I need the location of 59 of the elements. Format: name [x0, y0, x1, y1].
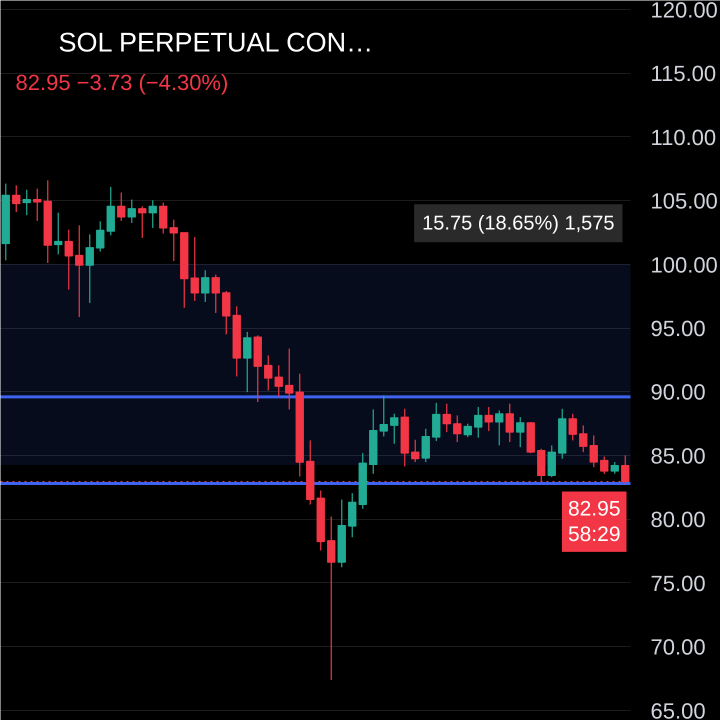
candlestick [170, 219, 178, 262]
y-tick-label: 65.00 [650, 698, 706, 720]
candlestick [516, 416, 524, 448]
candlestick [568, 413, 577, 441]
candlestick [274, 364, 283, 398]
candlestick [33, 188, 42, 222]
candlestick [390, 413, 398, 444]
candlestick [590, 434, 598, 468]
candlestick [610, 461, 619, 474]
y-tick-label: 70.00 [650, 634, 706, 660]
candlestick [222, 290, 230, 335]
candlestick [128, 198, 136, 224]
candlestick [86, 234, 94, 304]
candlestick [464, 423, 472, 438]
candlestick [484, 406, 493, 432]
candlestick [422, 428, 430, 463]
candlestick [442, 403, 451, 433]
candlestick [264, 354, 272, 392]
candlestick [285, 348, 294, 410]
candlestick [506, 403, 514, 443]
candlestick [12, 184, 20, 213]
y-tick-label: 75.00 [650, 570, 706, 596]
ref-line-label: 82.95 58:29 [568, 498, 621, 546]
y-tick-label: 100.00 [650, 252, 718, 278]
candlestick [96, 220, 104, 252]
candlestick [117, 192, 126, 222]
band-label: 15.75 (18.65%) 1,575 [422, 212, 615, 234]
candlestick [495, 410, 504, 446]
y-tick-label: 95.00 [650, 316, 706, 342]
candlestick [75, 224, 84, 318]
candlestick [22, 189, 31, 216]
y-tick-label: 80.00 [650, 507, 706, 532]
candlestick [453, 414, 462, 443]
text: SOL PERPETUAL CON… [58, 28, 374, 58]
candlestick [159, 202, 168, 234]
y-tick-label: 120.00 [650, 0, 718, 22]
candlestick [411, 439, 420, 463]
candlestick [201, 270, 210, 303]
y-tick-label: 85.00 [650, 443, 706, 468]
candlestick [148, 200, 157, 229]
text: 82.95 −3.73 (−4.30%) [16, 70, 228, 95]
candlestick [54, 212, 62, 255]
candlestick [548, 444, 556, 478]
candlestick [579, 424, 588, 453]
candlestick [64, 229, 73, 290]
candlestick [380, 394, 388, 438]
y-tick-label: 105.00 [650, 188, 718, 214]
candlestick [138, 206, 146, 239]
y-tick-label: 115.00 [650, 61, 716, 86]
candlestick [327, 516, 336, 681]
candlestick [348, 492, 356, 538]
candlestick [243, 331, 252, 393]
candlestick [600, 456, 608, 474]
candlestick [212, 274, 220, 314]
candlestick [190, 236, 199, 302]
candlestick [474, 406, 482, 438]
y-tick-label: 90.00 [650, 380, 706, 405]
y-tick-label: 110.00 [650, 124, 716, 150]
candlestick [432, 402, 440, 442]
